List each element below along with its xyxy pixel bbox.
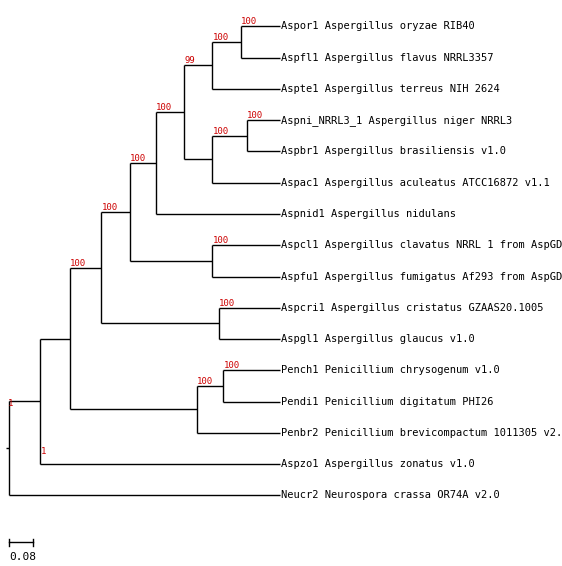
- Text: Aspnid1 Aspergillus nidulans: Aspnid1 Aspergillus nidulans: [282, 209, 456, 219]
- Text: Pench1 Penicillium chrysogenum v1.0: Pench1 Penicillium chrysogenum v1.0: [282, 366, 500, 375]
- Text: 1: 1: [40, 447, 46, 456]
- Text: 100: 100: [102, 203, 117, 212]
- Text: 99: 99: [184, 57, 195, 66]
- Text: 100: 100: [212, 237, 229, 245]
- Text: 100: 100: [247, 112, 263, 120]
- Text: 100: 100: [156, 104, 173, 113]
- Text: 100: 100: [241, 18, 257, 27]
- Text: Aspfu1 Aspergillus fumigatus Af293 from AspGD: Aspfu1 Aspergillus fumigatus Af293 from …: [282, 272, 562, 282]
- Text: 100: 100: [197, 377, 213, 386]
- Text: Pendi1 Penicillium digitatum PHI26: Pendi1 Penicillium digitatum PHI26: [282, 397, 494, 407]
- Text: Aspbr1 Aspergillus brasiliensis v1.0: Aspbr1 Aspergillus brasiliensis v1.0: [282, 147, 506, 156]
- Text: Aspgl1 Aspergillus glaucus v1.0: Aspgl1 Aspergillus glaucus v1.0: [282, 334, 475, 344]
- Text: 100: 100: [219, 299, 235, 308]
- Text: Neucr2 Neurospora crassa OR74A v2.0: Neucr2 Neurospora crassa OR74A v2.0: [282, 491, 500, 500]
- Text: Aspte1 Aspergillus terreus NIH 2624: Aspte1 Aspergillus terreus NIH 2624: [282, 84, 500, 94]
- Text: Aspcl1 Aspergillus clavatus NRRL 1 from AspGD: Aspcl1 Aspergillus clavatus NRRL 1 from …: [282, 241, 562, 250]
- Text: Aspcri1 Aspergillus cristatus GZAAS20.1005: Aspcri1 Aspergillus cristatus GZAAS20.10…: [282, 303, 544, 313]
- Text: 0.08: 0.08: [9, 552, 36, 562]
- Text: Penbr2 Penicillium brevicompactum 1011305 v2.0: Penbr2 Penicillium brevicompactum 101130…: [282, 428, 562, 438]
- Text: 100: 100: [130, 154, 146, 163]
- Text: Aspfl1 Aspergillus flavus NRRL3357: Aspfl1 Aspergillus flavus NRRL3357: [282, 53, 494, 63]
- Text: 100: 100: [70, 259, 87, 268]
- Text: 1: 1: [8, 398, 13, 408]
- Text: 100: 100: [212, 33, 229, 42]
- Text: 100: 100: [212, 127, 229, 136]
- Text: Aspac1 Aspergillus aculeatus ATCC16872 v1.1: Aspac1 Aspergillus aculeatus ATCC16872 v…: [282, 178, 550, 188]
- Text: 100: 100: [224, 362, 239, 370]
- Text: Aspzo1 Aspergillus zonatus v1.0: Aspzo1 Aspergillus zonatus v1.0: [282, 459, 475, 469]
- Text: Aspor1 Aspergillus oryzae RIB40: Aspor1 Aspergillus oryzae RIB40: [282, 22, 475, 31]
- Text: Aspni_NRRL3_1 Aspergillus niger NRRL3: Aspni_NRRL3_1 Aspergillus niger NRRL3: [282, 115, 513, 126]
